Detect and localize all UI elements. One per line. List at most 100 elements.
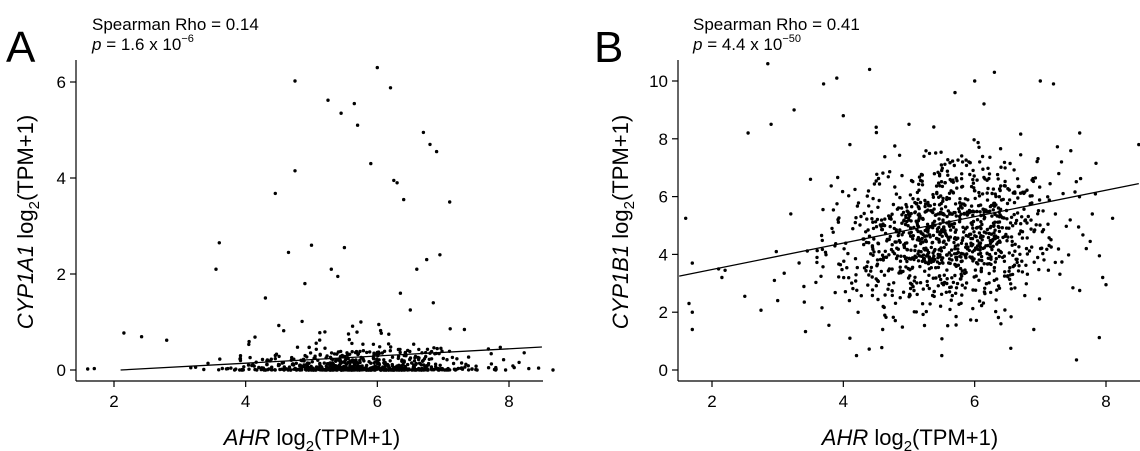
panel-b-point [993,228,997,232]
panel-b-point [935,191,939,196]
panel-a-point [322,361,326,365]
panel-b-point [935,237,940,241]
panel-a-point [217,241,221,245]
panel-b-point [977,252,981,256]
panel-a-point [439,346,443,350]
panel-a-point [435,346,439,351]
panel-b-point [931,195,936,199]
panel-b-point [931,233,936,238]
panel-b-point [877,182,882,186]
panel-b-point [1013,286,1017,290]
panel-b-point [996,235,1000,240]
panel-b-point [984,282,989,286]
panel-a-point [365,350,369,355]
panel-b-point [969,256,974,260]
panel-a-point [415,267,419,271]
panel-b-point [978,225,982,229]
panel-b-point [867,347,871,351]
panel-b-point [897,238,901,243]
panel-b-point [931,276,935,280]
panel-b-point [927,233,932,237]
panel-b-point [851,286,855,291]
panel-b-point [968,161,972,165]
panel-b-point [867,241,871,245]
panel-b-axes: 2 4 6 8 0 2 4 6 8 10 [649,60,1140,411]
panel-a-point [325,362,330,366]
panel-b-point [958,201,962,205]
panel-b-point [972,186,976,190]
panel-a-point [422,357,427,361]
panel-b-point [960,184,965,189]
panel-b-point [870,288,875,292]
panel-b-point [720,275,724,280]
panel-a-point [260,357,265,362]
panel-b-point [879,269,883,274]
panel-b-point [1019,222,1023,226]
panel-b-point [972,189,977,193]
panel-b-point [964,158,968,162]
panel-a-point [489,352,493,356]
panel-b-point [847,276,851,280]
panel-b-point [833,290,837,295]
panel-b-point [855,288,859,292]
panel-a-point [429,365,434,369]
panel-b-point [925,283,930,288]
panel-b-point [945,253,949,257]
panel-a-point [382,358,386,362]
panel-b-point [960,283,964,287]
panel-b-point [940,234,944,238]
panel-b-point [915,281,919,285]
panel-a-point [353,350,358,355]
panel-a-point [350,368,354,372]
panel-a-point [206,361,210,365]
panel-b-point [1040,246,1044,250]
panel-b-point [887,237,891,242]
panel-b-point [1002,216,1006,220]
panel-b-point [998,147,1003,151]
panel-b-point [1049,245,1053,249]
panel-b-point [913,275,917,279]
panel-a-point [86,367,90,371]
panel-b-point [971,177,975,182]
panel-b-point [1037,267,1041,272]
panel-b-point [981,167,985,171]
panel-b-point [943,229,947,233]
panel-b-point [979,266,984,270]
panel-b-point [792,108,796,112]
panel-b-point [918,200,923,205]
panel-b-point [963,286,967,290]
panel-a-point [361,342,365,346]
panel-b-point [1006,187,1010,191]
panel-a-point [318,353,322,357]
panel-a-point [454,367,458,372]
panel-b-point [854,273,858,277]
panel-a-point [217,368,221,372]
panel-b-point [925,222,930,226]
panel-a-point [308,351,313,355]
panel-a-point [295,367,299,372]
panel-a-point [410,368,414,372]
panel-b-point [939,180,944,184]
panel-a-point [425,347,430,351]
panel-a-point [305,355,309,359]
panel-a-point [450,355,455,360]
panel-b-point [837,275,841,279]
panel-b-point [977,190,981,195]
panel-b-point [915,238,920,242]
panel-b-point [875,172,879,176]
panel-b-point [975,178,979,182]
panel-a-point [462,327,467,332]
panel-a-point [459,366,463,370]
panel-b-point [690,261,694,265]
panel-b-point [687,301,691,306]
panel-b-point [1010,239,1014,244]
panel-b-point [843,290,848,294]
panel-b-point [911,197,915,201]
panel-b-point [927,273,931,277]
panel-b-point [960,259,964,263]
panel-b-point [875,258,880,262]
panel-b-point [880,345,884,350]
panel-b-point [893,185,897,189]
panel-b-point [1053,260,1058,265]
panel-a-point [378,345,382,349]
